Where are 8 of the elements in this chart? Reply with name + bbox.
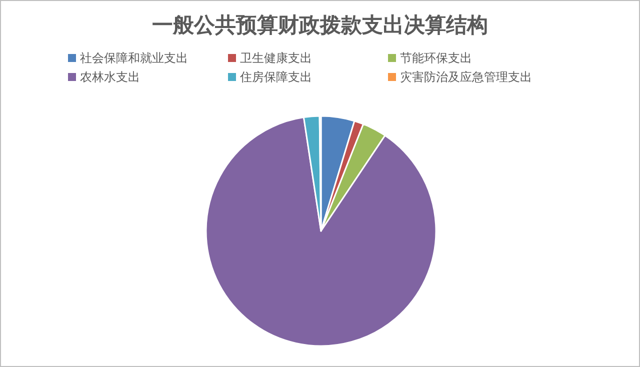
legend-label: 农林水支出 <box>80 70 140 84</box>
legend-label: 节能环保支出 <box>400 51 472 65</box>
legend-label: 灾害防治及应急管理支出 <box>400 70 532 84</box>
pie-slice <box>205 116 437 347</box>
legend-label: 社会保障和就业支出 <box>80 51 188 65</box>
chart-title: 一般公共预算财政拨款支出决算结构 <box>152 12 488 37</box>
legend-label: 卫生健康支出 <box>240 51 312 65</box>
legend-label: 住房保障支出 <box>239 70 312 84</box>
